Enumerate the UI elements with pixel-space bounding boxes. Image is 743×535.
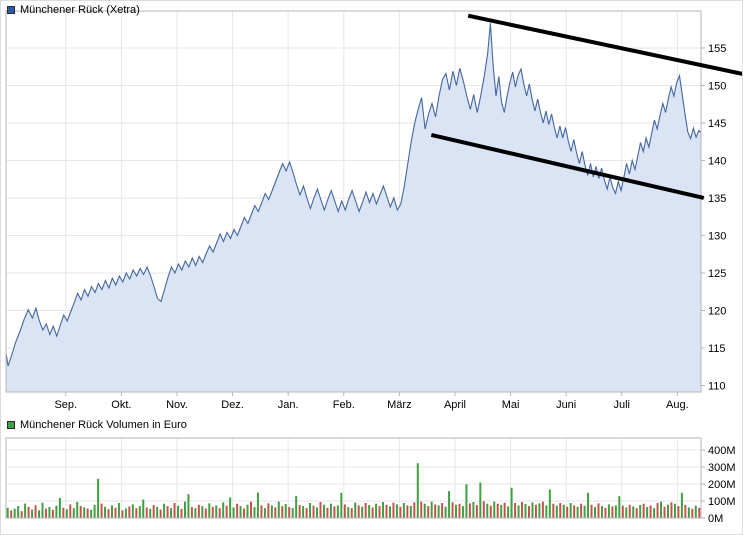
svg-text:Mai: Mai — [502, 399, 520, 411]
svg-text:0M: 0M — [708, 513, 723, 525]
svg-text:145: 145 — [708, 118, 726, 130]
svg-text:Feb.: Feb. — [333, 399, 355, 411]
svg-text:300M: 300M — [708, 462, 736, 474]
volume-legend-label: Münchener Rück Volumen in Euro — [20, 419, 187, 431]
price-series-swatch-icon — [7, 6, 15, 14]
svg-text:Juni: Juni — [556, 399, 576, 411]
volume-series-swatch-icon — [7, 421, 15, 429]
svg-text:Jan.: Jan. — [278, 399, 299, 411]
svg-text:200M: 200M — [708, 479, 736, 491]
svg-text:140: 140 — [708, 155, 726, 167]
svg-text:April: April — [444, 399, 466, 411]
svg-text:125: 125 — [708, 268, 726, 280]
price-legend: Münchener Rück (Xetra) — [7, 4, 140, 16]
svg-text:120: 120 — [708, 305, 726, 317]
svg-text:135: 135 — [708, 193, 726, 205]
price-legend-label: Münchener Rück (Xetra) — [20, 4, 140, 16]
svg-text:150: 150 — [708, 80, 726, 92]
svg-text:Aug.: Aug. — [666, 399, 689, 411]
svg-text:Dez.: Dez. — [221, 399, 244, 411]
svg-text:März: März — [387, 399, 411, 411]
svg-text:155: 155 — [708, 43, 726, 55]
svg-text:Sep.: Sep. — [54, 399, 77, 411]
volume-legend: Münchener Rück Volumen in Euro — [7, 419, 187, 431]
svg-text:Juli: Juli — [614, 399, 631, 411]
svg-text:110: 110 — [708, 380, 726, 392]
svg-text:Okt.: Okt. — [111, 399, 131, 411]
svg-text:130: 130 — [708, 230, 726, 242]
svg-text:100M: 100M — [708, 496, 736, 508]
svg-text:Nov.: Nov. — [166, 399, 188, 411]
svg-text:115: 115 — [708, 343, 726, 355]
svg-text:400M: 400M — [708, 445, 736, 457]
